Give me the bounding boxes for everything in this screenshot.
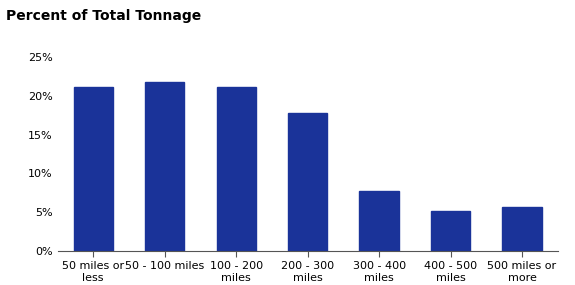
Bar — [503, 207, 542, 251]
Bar — [359, 191, 398, 251]
Bar — [288, 113, 327, 251]
Bar — [145, 82, 185, 251]
Bar — [431, 211, 470, 251]
Bar — [74, 87, 113, 251]
Bar — [217, 87, 256, 251]
Text: Percent of Total Tonnage: Percent of Total Tonnage — [6, 9, 201, 23]
